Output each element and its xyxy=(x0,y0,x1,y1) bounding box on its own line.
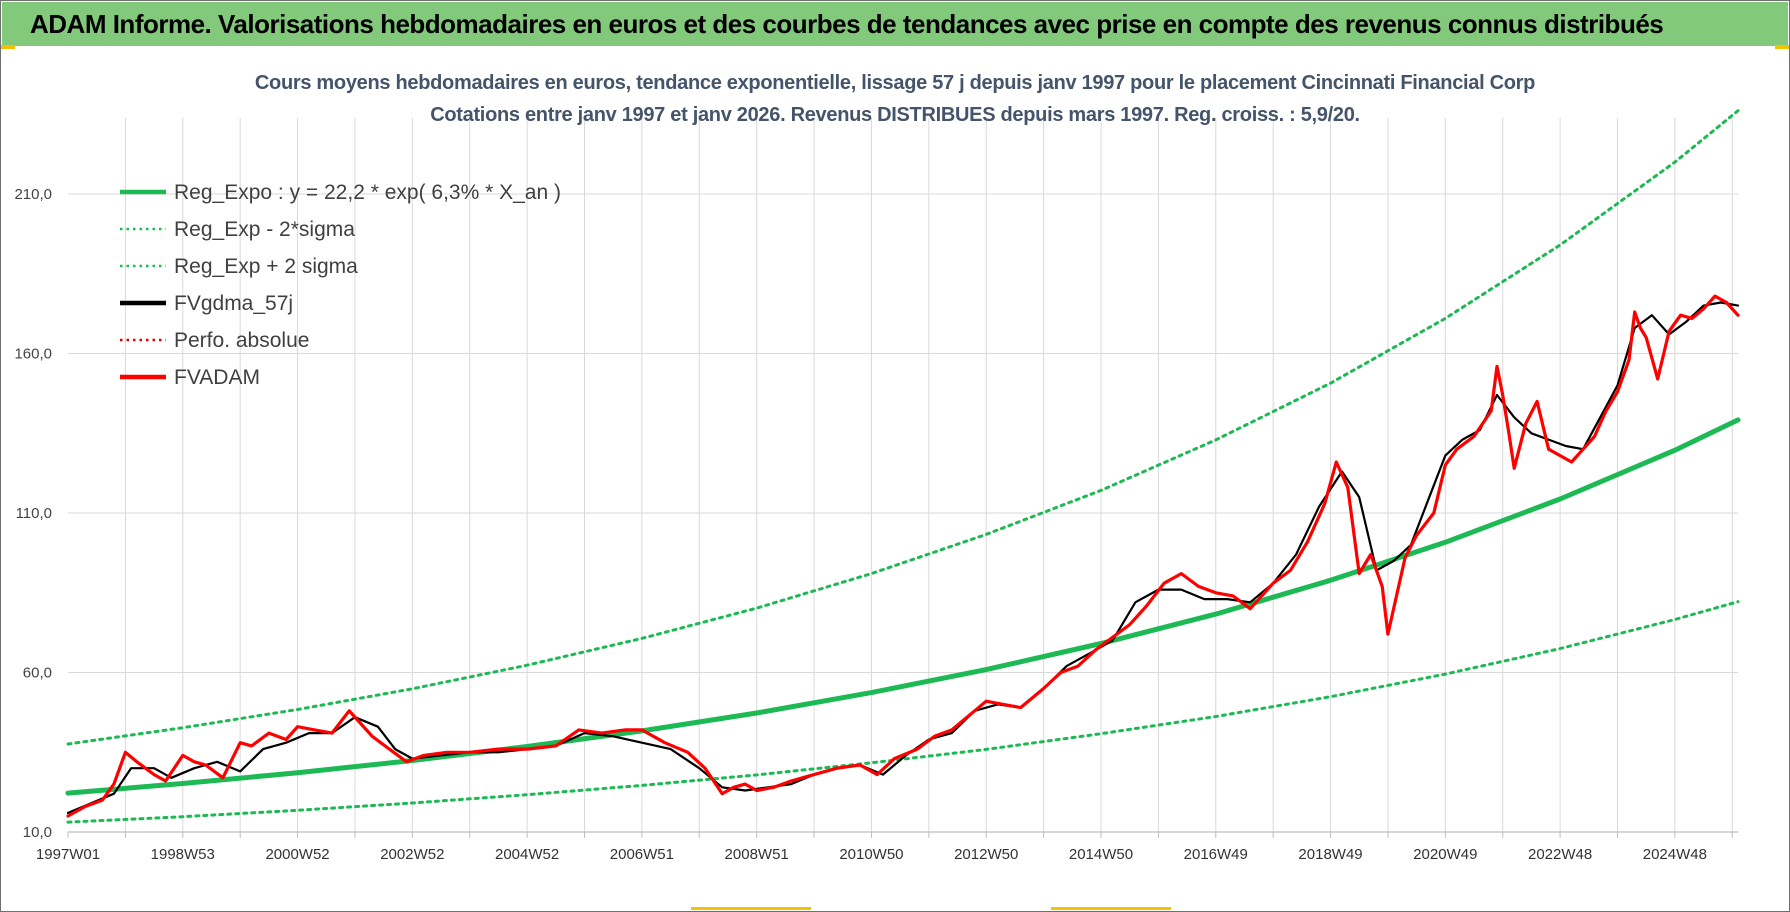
legend-label: Perfo. absolue xyxy=(174,329,309,352)
x-tick-label: 2008W51 xyxy=(725,846,789,863)
legend-label: Reg_Exp + 2 sigma xyxy=(174,255,358,278)
x-tick-label: 2010W50 xyxy=(839,846,903,863)
chart-axes: 10,0 60,0 110,0 160,0 210,0 1997W01 1998W53 200… xyxy=(14,186,1738,863)
chart-grid xyxy=(68,118,1738,832)
corner-mark-top-left xyxy=(1,45,15,49)
x-tick-label: 2000W52 xyxy=(265,846,329,863)
series-line xyxy=(66,301,1740,814)
x-tick-label: 2016W49 xyxy=(1184,846,1248,863)
legend-label: Reg_Exp - 2*sigma xyxy=(174,218,355,241)
series-line xyxy=(66,600,1740,824)
legend-label: FVgdma_57j xyxy=(174,292,293,315)
y-tick-label: 110,0 xyxy=(16,505,52,522)
corner-mark-bottom-1 xyxy=(691,907,811,910)
x-tick-label: 2004W52 xyxy=(495,846,559,863)
x-tick-label: 2012W50 xyxy=(954,846,1018,863)
x-tick-label: 2006W51 xyxy=(610,846,674,863)
x-tick-label: 2014W50 xyxy=(1069,846,1133,863)
legend-label: Reg_Expo : y = 22,2 * exp( 6,3% * X_an ) xyxy=(174,181,561,204)
x-tick-label: 1998W53 xyxy=(151,846,215,863)
x-tick-label: 2018W49 xyxy=(1298,846,1362,863)
x-tick-label: 2002W52 xyxy=(380,846,444,863)
corner-mark-bottom-2 xyxy=(1051,907,1171,910)
chart-legend: Reg_Expo : y = 22,2 * exp( 6,3% * X_an )… xyxy=(120,181,561,389)
chart-series xyxy=(65,109,1741,824)
series-line xyxy=(65,417,1741,796)
x-tick-label: 1997W01 xyxy=(36,846,100,863)
chart-title: Cours moyens hebdomadaires en euros, ten… xyxy=(254,72,1536,94)
legend-label: FVADAM xyxy=(174,366,260,389)
y-tick-label: 60,0 xyxy=(23,665,52,682)
series-line xyxy=(66,109,1740,746)
chart-subtitle: Cotations entre janv 1997 et janv 2026. … xyxy=(430,104,1360,126)
x-tick-label: 2022W48 xyxy=(1528,846,1592,863)
y-tick-label: 210,0 xyxy=(14,186,52,203)
x-tick-label: 2024W48 xyxy=(1643,846,1707,863)
y-tick-label: 160,0 xyxy=(14,346,52,363)
series-line xyxy=(66,294,1740,818)
chart: 10,0 60,0 110,0 160,0 210,0 1997W01 1998W53 200… xyxy=(14,109,1741,863)
report-banner: ADAM Informe. Valorisations hebdomadaire… xyxy=(2,2,1788,46)
corner-mark-top-right xyxy=(1775,45,1789,49)
y-tick-label: 10,0 xyxy=(23,824,52,841)
x-tick-label: 2020W49 xyxy=(1413,846,1477,863)
report-title: ADAM Informe. Valorisations hebdomadaire… xyxy=(30,9,1664,39)
